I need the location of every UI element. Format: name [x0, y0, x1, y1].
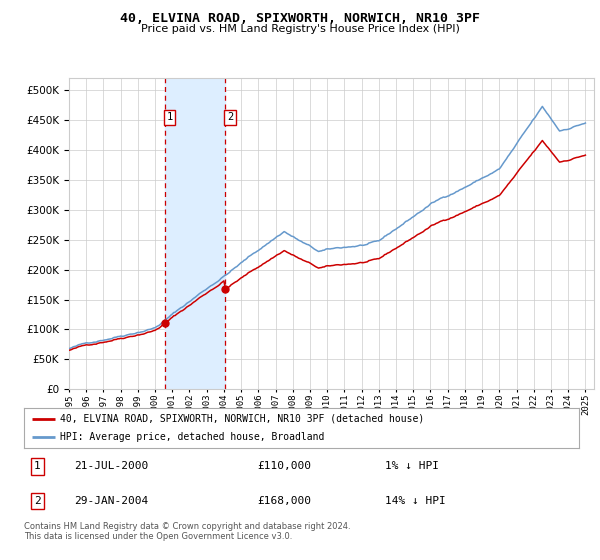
Text: £168,000: £168,000: [257, 496, 311, 506]
Text: 14% ↓ HPI: 14% ↓ HPI: [385, 496, 445, 506]
Text: 29-JAN-2004: 29-JAN-2004: [74, 496, 148, 506]
Text: 40, ELVINA ROAD, SPIXWORTH, NORWICH, NR10 3PF: 40, ELVINA ROAD, SPIXWORTH, NORWICH, NR1…: [120, 12, 480, 25]
Text: £110,000: £110,000: [257, 461, 311, 472]
Text: 40, ELVINA ROAD, SPIXWORTH, NORWICH, NR10 3PF (detached house): 40, ELVINA ROAD, SPIXWORTH, NORWICH, NR1…: [60, 414, 424, 423]
Text: HPI: Average price, detached house, Broadland: HPI: Average price, detached house, Broa…: [60, 432, 325, 442]
Text: 21-JUL-2000: 21-JUL-2000: [74, 461, 148, 472]
Text: 2: 2: [227, 112, 233, 122]
Text: 1: 1: [34, 461, 41, 472]
Text: 2: 2: [34, 496, 41, 506]
Text: 1: 1: [166, 112, 173, 122]
Text: 1% ↓ HPI: 1% ↓ HPI: [385, 461, 439, 472]
Text: Contains HM Land Registry data © Crown copyright and database right 2024.
This d: Contains HM Land Registry data © Crown c…: [24, 522, 350, 542]
Bar: [164, 78, 225, 389]
Text: Price paid vs. HM Land Registry's House Price Index (HPI): Price paid vs. HM Land Registry's House …: [140, 24, 460, 34]
